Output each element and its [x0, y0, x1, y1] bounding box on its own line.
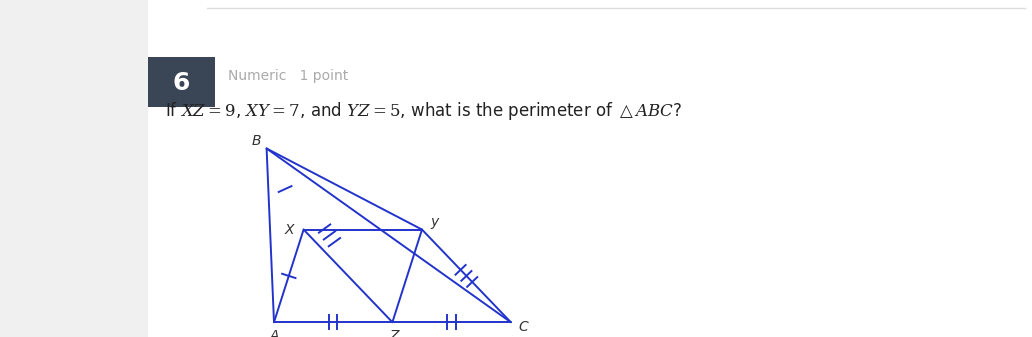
Text: y: y — [430, 215, 439, 228]
Text: X: X — [285, 222, 294, 237]
Text: Z: Z — [390, 329, 399, 337]
Text: 6: 6 — [172, 71, 190, 95]
Text: A: A — [269, 329, 279, 337]
Text: If $\mathit{XZ}=9$, $\mathit{XY}=7$, and $\mathit{YZ}=5$, what is the perimeter : If $\mathit{XZ}=9$, $\mathit{XY}=7$, and… — [165, 100, 682, 122]
Text: B: B — [252, 133, 261, 148]
Bar — [148, 0, 1032, 337]
Bar — [148, 57, 215, 107]
Text: Numeric   1 point: Numeric 1 point — [228, 69, 348, 83]
Bar — [0, 0, 148, 337]
Text: C: C — [518, 320, 527, 334]
